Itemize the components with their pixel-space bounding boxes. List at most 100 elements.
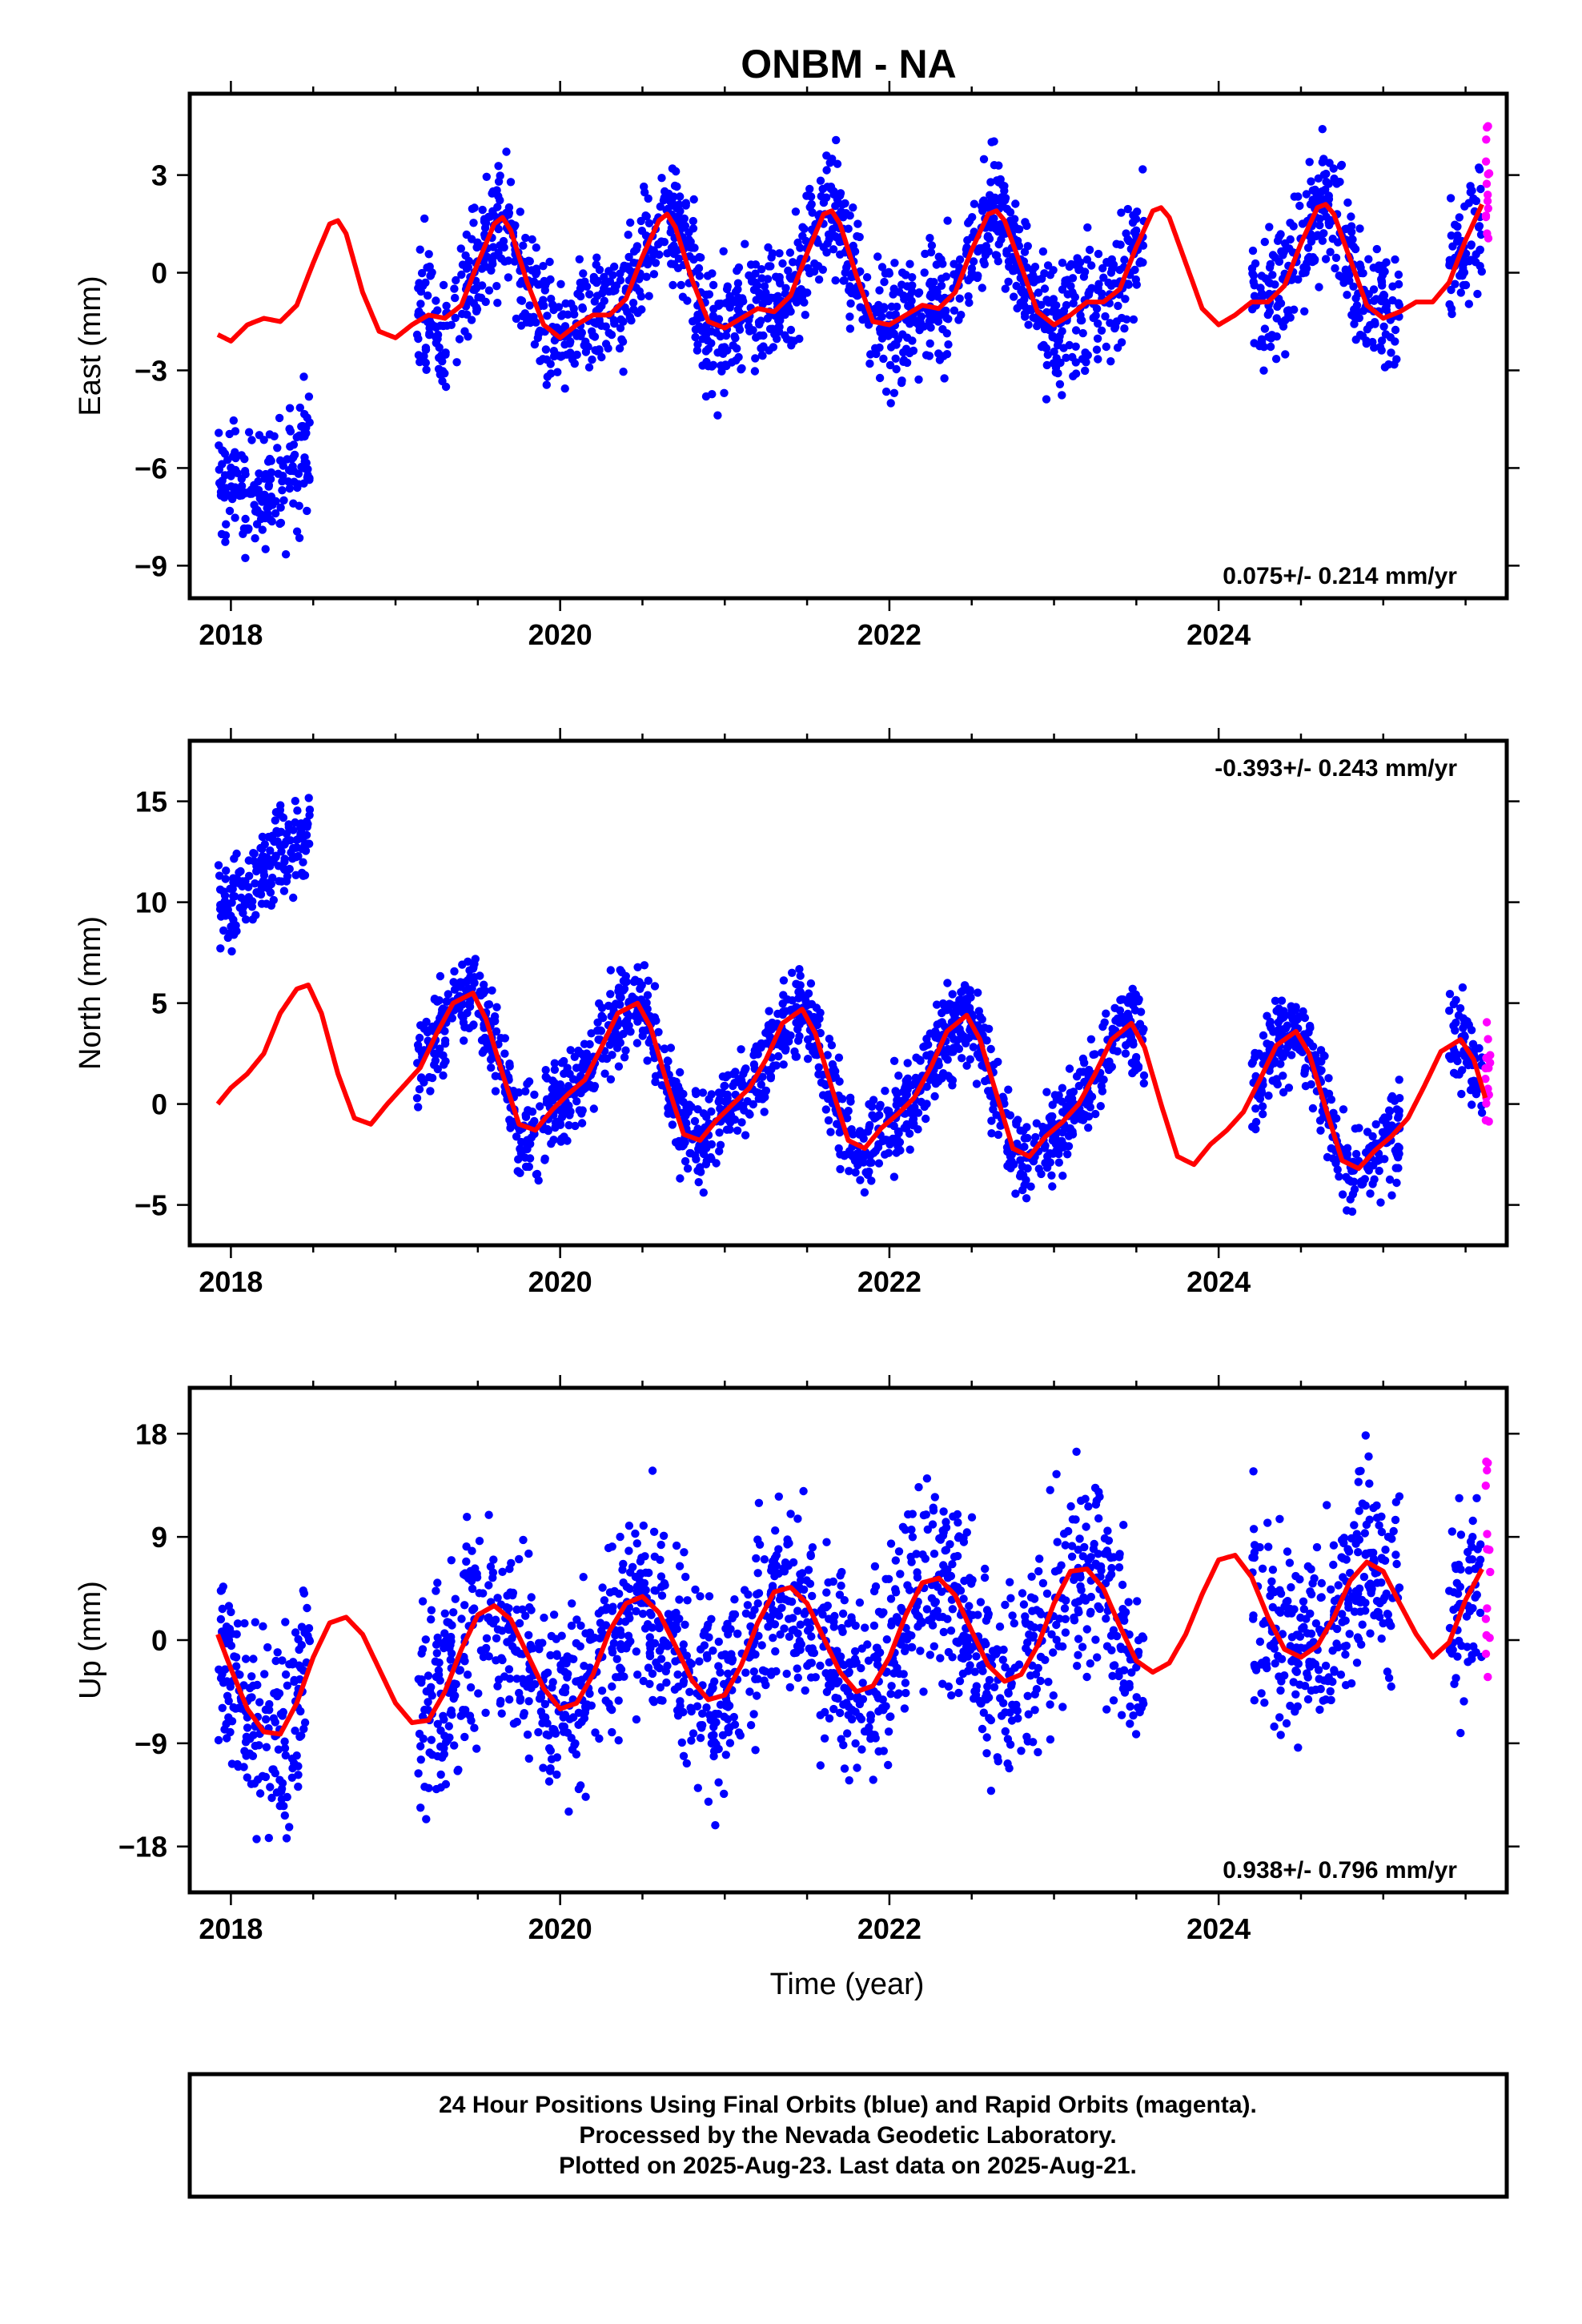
final-orbit-point (524, 1697, 533, 1706)
final-orbit-point (1086, 1609, 1095, 1618)
final-orbit-point (723, 1619, 732, 1629)
final-orbit-point (295, 1675, 304, 1684)
final-orbit-point (1275, 1004, 1283, 1013)
final-orbit-point (810, 259, 819, 268)
final-orbit-point (631, 975, 640, 984)
final-orbit-point (689, 1729, 698, 1738)
final-orbit-point (440, 1039, 450, 1048)
final-orbit-point (850, 1156, 860, 1165)
final-orbit-point (231, 427, 240, 436)
final-orbit-point (751, 354, 760, 363)
final-orbit-point (266, 846, 275, 855)
final-orbit-point (621, 1046, 630, 1055)
final-orbit-point (721, 360, 730, 369)
final-orbit-point (987, 1129, 996, 1138)
final-orbit-point (267, 1793, 276, 1803)
final-orbit-point (644, 976, 652, 985)
final-orbit-point (812, 1003, 821, 1012)
final-orbit-point (424, 291, 432, 300)
final-orbit-point (753, 1050, 762, 1059)
final-orbit-point (284, 820, 293, 829)
final-orbit-point (733, 1126, 742, 1136)
final-orbit-point (698, 335, 708, 344)
final-orbit-point (1381, 1127, 1390, 1136)
final-orbit-point (662, 206, 671, 215)
final-orbit-point (449, 978, 458, 987)
final-orbit-point (694, 263, 704, 273)
final-orbit-point (766, 1074, 775, 1083)
final-orbit-point (541, 345, 551, 354)
final-orbit-point (258, 525, 267, 534)
final-orbit-point (432, 296, 440, 305)
final-orbit-point (836, 1164, 845, 1174)
final-orbit-point (1268, 251, 1278, 259)
final-orbit-point (856, 1176, 865, 1184)
final-orbit-point (1106, 357, 1115, 366)
final-orbit-point (1363, 325, 1372, 334)
final-orbit-point (464, 332, 472, 341)
final-orbit-point (304, 392, 314, 401)
final-orbit-point (1276, 1015, 1286, 1023)
final-orbit-point (1103, 1526, 1112, 1535)
final-orbit-point (530, 1090, 539, 1100)
final-orbit-point (464, 263, 472, 271)
final-orbit-point (655, 1647, 665, 1655)
final-orbit-point (504, 273, 513, 282)
final-orbit-point (707, 1090, 716, 1099)
final-orbit-point (289, 440, 299, 449)
final-orbit-point (635, 287, 644, 296)
final-orbit-point (1020, 1134, 1030, 1143)
final-orbit-point (834, 1053, 844, 1062)
final-orbit-point (752, 1088, 761, 1097)
final-orbit-point (867, 1102, 877, 1112)
final-orbit-point (417, 1073, 426, 1082)
final-orbit-point (251, 879, 259, 888)
final-orbit-point (558, 1687, 568, 1696)
final-orbit-point (778, 259, 787, 268)
final-orbit-point (1326, 247, 1335, 256)
final-orbit-point (574, 1677, 583, 1686)
final-orbit-point (482, 172, 491, 181)
final-orbit-point (643, 991, 652, 999)
final-orbit-point (845, 211, 854, 220)
final-orbit-point (765, 1007, 773, 1015)
final-orbit-point (816, 176, 825, 185)
final-orbit-point (254, 509, 263, 517)
final-orbit-point (709, 280, 718, 290)
final-orbit-point (752, 296, 761, 304)
final-orbit-point (675, 1142, 684, 1151)
final-orbit-point (978, 207, 987, 215)
final-orbit-point (579, 269, 588, 278)
final-orbit-point (656, 1555, 665, 1565)
final-orbit-point (946, 1074, 955, 1084)
final-orbit-point (944, 340, 953, 349)
final-orbit-point (478, 1048, 487, 1057)
final-orbit-point (1266, 1017, 1275, 1027)
final-orbit-point (291, 843, 300, 853)
final-orbit-point (544, 1126, 552, 1136)
final-orbit-point (1464, 1020, 1472, 1029)
final-orbit-point (276, 518, 286, 528)
final-orbit-point (893, 1142, 902, 1151)
final-orbit-point (239, 529, 247, 538)
final-orbit-point (1058, 1084, 1067, 1092)
final-orbit-point (436, 971, 445, 981)
final-orbit-point (633, 1017, 642, 1026)
final-orbit-point (707, 1107, 716, 1116)
final-orbit-point (934, 1077, 943, 1086)
final-orbit-point (793, 1664, 801, 1673)
final-orbit-point (450, 1741, 459, 1750)
final-orbit-point (1117, 1711, 1126, 1719)
rapid-orbit-point (1484, 234, 1493, 243)
final-orbit-point (1068, 352, 1077, 362)
final-orbit-point (656, 202, 665, 211)
final-orbit-point (828, 224, 837, 234)
final-orbit-point (1011, 1189, 1020, 1198)
final-orbit-point (564, 1807, 573, 1816)
final-orbit-point (240, 1618, 249, 1628)
final-orbit-point (774, 1051, 783, 1061)
final-orbit-point (527, 1593, 536, 1602)
final-orbit-point (1084, 1124, 1093, 1132)
final-orbit-point (934, 292, 942, 301)
final-orbit-point (901, 271, 910, 279)
